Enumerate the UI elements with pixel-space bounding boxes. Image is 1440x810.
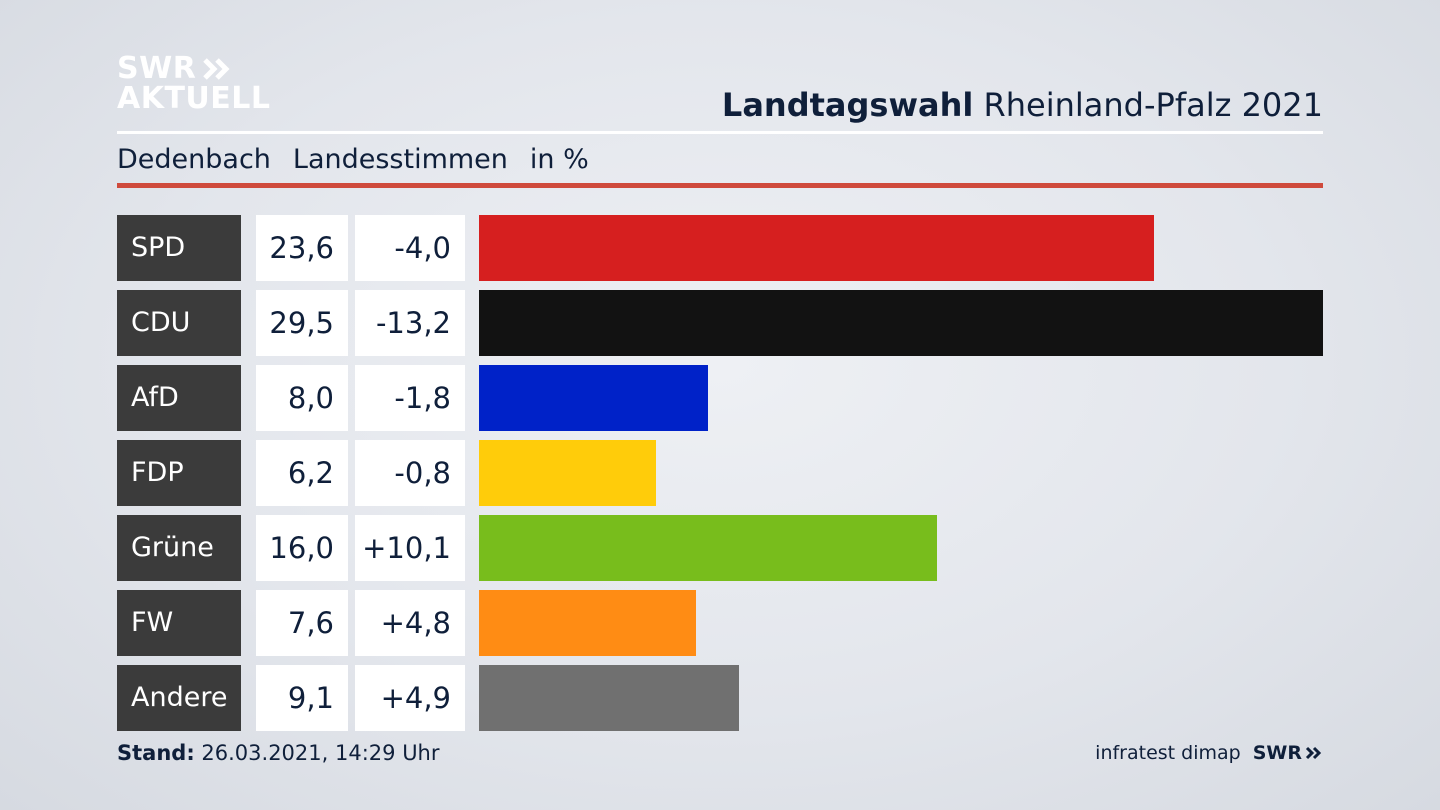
subtitle-place: Dedenbach bbox=[117, 144, 271, 175]
accent-divider bbox=[117, 183, 1323, 188]
value-label: 29,5 bbox=[256, 290, 348, 356]
bar bbox=[479, 515, 937, 581]
party-label: CDU bbox=[117, 290, 241, 356]
stand-value: 26.03.2021, 14:29 Uhr bbox=[201, 741, 440, 765]
source-credit: infratest dimap SWR bbox=[1095, 742, 1323, 764]
bar bbox=[479, 440, 656, 506]
subtitle-type: Landesstimmen bbox=[292, 144, 508, 175]
diff-label: -0,8 bbox=[355, 440, 465, 506]
logo-line2: AKTUELL bbox=[117, 81, 271, 116]
bar bbox=[479, 215, 1154, 281]
party-label: Grüne bbox=[117, 515, 241, 581]
chart-row: Andere 9,1 +4,9 bbox=[117, 665, 1323, 731]
source-label: infratest dimap bbox=[1095, 742, 1241, 764]
swr-aktuell-logo: SWR AKTUELL bbox=[117, 54, 271, 114]
chart-row: CDU 29,5 -13,2 bbox=[117, 290, 1323, 356]
diff-label: -13,2 bbox=[355, 290, 465, 356]
chart-row: FDP 6,2 -0,8 bbox=[117, 440, 1323, 506]
double-chevron-icon bbox=[1305, 746, 1322, 760]
value-label: 16,0 bbox=[256, 515, 348, 581]
chart-row: Grüne 16,0 +10,1 bbox=[117, 515, 1323, 581]
bar bbox=[479, 290, 1323, 356]
bar bbox=[479, 590, 696, 656]
diff-label: -4,0 bbox=[355, 215, 465, 281]
bar bbox=[479, 365, 708, 431]
title-rest: Rheinland-Pfalz 2021 bbox=[983, 86, 1323, 124]
double-chevron-icon bbox=[203, 58, 230, 80]
party-label: FDP bbox=[117, 440, 241, 506]
diff-label: +10,1 bbox=[355, 515, 465, 581]
header-divider bbox=[117, 131, 1323, 134]
value-label: 7,6 bbox=[256, 590, 348, 656]
page-title: Landtagswahl Rheinland-Pfalz 2021 bbox=[722, 86, 1323, 124]
chart-row: SPD 23,6 -4,0 bbox=[117, 215, 1323, 281]
party-label: FW bbox=[117, 590, 241, 656]
value-label: 8,0 bbox=[256, 365, 348, 431]
stand-label: Stand: bbox=[117, 741, 195, 765]
subtitle-unit: in % bbox=[529, 144, 589, 175]
bar bbox=[479, 665, 739, 731]
timestamp: Stand: 26.03.2021, 14:29 Uhr bbox=[117, 741, 440, 765]
logo-line1: SWR bbox=[117, 51, 197, 86]
party-label: AfD bbox=[117, 365, 241, 431]
subtitle: Dedenbach Landesstimmen in % bbox=[117, 144, 589, 175]
value-label: 23,6 bbox=[256, 215, 348, 281]
value-label: 9,1 bbox=[256, 665, 348, 731]
chart-row: FW 7,6 +4,8 bbox=[117, 590, 1323, 656]
party-label: SPD bbox=[117, 215, 241, 281]
swr-brand: SWR bbox=[1253, 742, 1323, 764]
party-label: Andere bbox=[117, 665, 241, 731]
diff-label: -1,8 bbox=[355, 365, 465, 431]
diff-label: +4,9 bbox=[355, 665, 465, 731]
value-label: 6,2 bbox=[256, 440, 348, 506]
title-bold: Landtagswahl bbox=[721, 86, 974, 124]
swr-brand-text: SWR bbox=[1252, 742, 1302, 764]
chart-row: AfD 8,0 -1,8 bbox=[117, 365, 1323, 431]
diff-label: +4,8 bbox=[355, 590, 465, 656]
